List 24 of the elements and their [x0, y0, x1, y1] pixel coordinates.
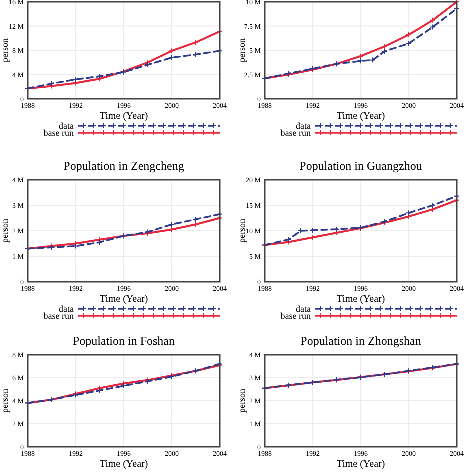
- legend-label: base run: [280, 311, 312, 321]
- x-axis-title: Time (Year): [336, 111, 386, 122]
- legend-label: base run: [44, 311, 74, 321]
- chart-title: Population in Guangzhou: [300, 159, 422, 173]
- chart-title: Population in Zhongshan: [300, 334, 422, 348]
- x-axis-title: Time (Year): [100, 111, 148, 122]
- x-axis-title: Time (Year): [100, 459, 148, 470]
- y-axis-title: person: [0, 38, 10, 62]
- x-axis-title: Time (Year): [336, 294, 386, 305]
- y-axis-title: person: [237, 38, 247, 62]
- chart-title: Population in Zengcheng: [64, 159, 184, 173]
- x-axis-title: Time (Year): [100, 294, 148, 305]
- legend-label: data: [296, 304, 311, 314]
- legend-label: data: [296, 121, 311, 131]
- legend-label: base run: [280, 128, 312, 138]
- y-axis-title: person: [0, 388, 10, 413]
- chart-title: Population in Foshan: [72, 334, 176, 348]
- x-axis-title: Time (Year): [336, 459, 386, 470]
- y-axis-title: person: [237, 388, 247, 413]
- legend-label: data: [59, 121, 74, 131]
- legend-label: data: [59, 304, 74, 314]
- y-axis-title: person: [0, 218, 10, 243]
- legend-label: base run: [44, 128, 74, 138]
- y-axis-title: person: [237, 218, 247, 243]
